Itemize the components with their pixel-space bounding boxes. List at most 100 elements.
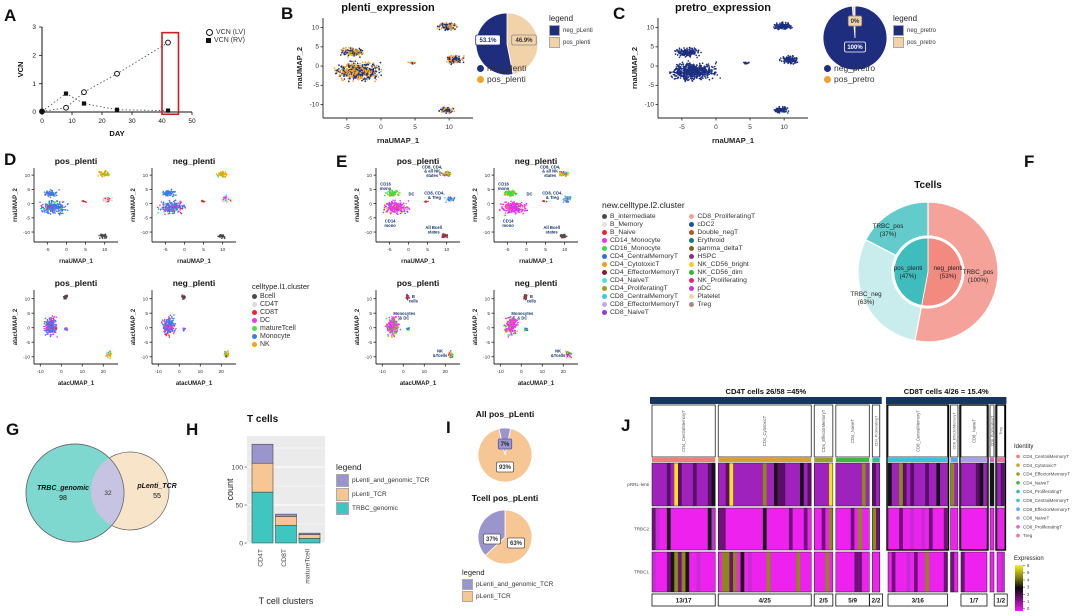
legend-label: NK_Proliferating <box>697 277 747 284</box>
panel-label-g: G <box>6 420 20 439</box>
legend-label: CD4_EffectorMemoryT <box>610 269 680 276</box>
pretro-umap-scatter: -5 0 5 10 -10 -5 0 5 10 rnaUMAP_1 rnaUMAP_2 <box>630 18 808 145</box>
legend-swatch <box>252 326 257 331</box>
legend-label: CD4_NaiveT <box>610 277 649 284</box>
legend-label: Monocyte <box>260 333 291 340</box>
legend-swatch <box>462 591 473 602</box>
svg-text:atacUMAP_2: atacUMAP_2 <box>131 308 137 345</box>
legend-swatch <box>689 270 695 275</box>
legend-item: NK_Proliferating <box>689 277 755 284</box>
svg-text:5: 5 <box>202 247 205 253</box>
legend-label: pos_plenti <box>487 74 526 84</box>
legend-swatch <box>689 302 695 307</box>
svg-text:CD8, CD4,& Treg: CD8, CD4, & Treg <box>424 190 444 199</box>
legend-label: NK_CD56_dim <box>697 269 743 276</box>
legend-label: pDC <box>697 285 711 292</box>
svg-text:-10: -10 <box>365 230 372 236</box>
pretro-pie-legend: legend neg_pretro pos_pretro <box>893 14 936 48</box>
legend-item: pos_pretro <box>893 37 936 48</box>
legend-swatch <box>689 238 695 243</box>
legend-swatch <box>336 488 349 501</box>
panel-label-c: C <box>613 4 626 23</box>
legend-label: VCN (LV) <box>216 29 246 36</box>
legend-label: Bcell <box>260 293 276 300</box>
svg-text:-10: -10 <box>141 355 148 361</box>
svg-text:atacUMAP_2: atacUMAP_2 <box>13 308 19 345</box>
svg-text:neg_plenti: neg_plenti <box>173 278 216 288</box>
legend-item: pos_pretro <box>824 74 875 84</box>
legend-swatch <box>689 286 695 291</box>
svg-text:50: 50 <box>188 118 196 125</box>
svg-text:10: 10 <box>312 24 320 31</box>
legend-label: pos_pretro <box>907 39 936 46</box>
legend-item: NK_CD56_bright <box>689 261 755 268</box>
legend-label: B_Naive <box>610 229 636 236</box>
legend-swatch <box>602 286 607 291</box>
legend-swatch <box>689 278 695 283</box>
legend-label: Erythroid <box>697 237 725 244</box>
svg-text:5: 5 <box>369 187 372 193</box>
plenti-umap-scatter: -5 0 5 10 -10 -5 0 5 10 rnaUMAP_1 rnaUMAP_2 <box>295 18 473 145</box>
legend-swatch <box>689 254 695 259</box>
svg-text:-5: -5 <box>45 247 50 253</box>
svg-text:-10: -10 <box>37 369 44 375</box>
svg-text:0: 0 <box>32 109 36 116</box>
legend-swatch <box>602 214 607 219</box>
svg-text:5: 5 <box>145 187 148 193</box>
legend-swatch <box>206 38 211 43</box>
svg-text:5: 5 <box>315 44 319 51</box>
legend-swatch <box>602 302 607 307</box>
legend-swatch <box>549 37 560 48</box>
legend-item: TRBC_genomic <box>336 502 429 515</box>
legend-swatch <box>206 29 213 36</box>
legend-title: legend <box>462 568 485 577</box>
tcells-donut-title: Tcells <box>914 180 942 191</box>
legend-item: CD4_EffectorMemoryT <box>602 269 679 276</box>
svg-text:0: 0 <box>27 201 30 207</box>
legend-item: cDC2 <box>689 221 755 228</box>
legend-swatch <box>893 37 904 48</box>
legend-label: CD8_NaiveT <box>610 309 649 316</box>
svg-text:0: 0 <box>27 326 30 332</box>
svg-text:0: 0 <box>60 369 63 375</box>
legend-swatch <box>824 64 831 72</box>
svg-text:rnaUMAP_1: rnaUMAP_1 <box>59 259 93 265</box>
legend-swatch <box>252 342 257 347</box>
legend-item: pLenti_TCR <box>462 591 553 602</box>
legend-label: neg_pretro <box>907 27 937 34</box>
svg-text:5: 5 <box>650 44 654 51</box>
svg-text:-10: -10 <box>141 230 148 236</box>
legend-swatch <box>602 222 607 227</box>
svg-text:-5: -5 <box>344 124 350 131</box>
legend-label: CD4T <box>260 301 279 308</box>
svg-text:VCN: VCN <box>16 62 25 78</box>
legend-swatch <box>689 222 695 227</box>
panel-label-h: H <box>186 420 199 439</box>
svg-text:10: 10 <box>143 173 149 179</box>
svg-text:rnaUMAP_1: rnaUMAP_1 <box>177 259 211 265</box>
legend-item: neg_pretro <box>824 63 875 73</box>
legend-swatch <box>689 262 695 267</box>
legend-label: Treg <box>697 301 712 308</box>
svg-text:10: 10 <box>80 369 86 375</box>
e-atac-pos-plenti-umap: pos_plenti-10 0 10 20-10-50510atacUMAP_1ata… <box>355 278 460 387</box>
pretro-expression-title: pretro_expression <box>675 2 771 14</box>
svg-text:rnaUMAP_1: rnaUMAP_1 <box>712 136 754 145</box>
d-atac-pos-plenti-umap: pos_plenti -10 0 10 20 -10 -5 0 5 10 atacUMAP_1 ata… <box>13 278 118 387</box>
legend-item: pDC <box>689 285 755 292</box>
legend-swatch <box>602 238 607 243</box>
svg-text:10: 10 <box>102 247 108 253</box>
svg-text:-5: -5 <box>26 216 31 222</box>
legend-label: matureTcell <box>260 325 296 332</box>
svg-text:-5: -5 <box>387 247 392 253</box>
legend-label: pos_plenti <box>563 39 591 46</box>
panel-label-b: B <box>281 4 294 23</box>
legend-item: neg_pLenti <box>549 25 593 36</box>
legend-item: Bcell <box>252 293 310 300</box>
legend-item: B_Memory <box>602 221 679 228</box>
legend-label: pLenti_TCR <box>352 491 387 498</box>
